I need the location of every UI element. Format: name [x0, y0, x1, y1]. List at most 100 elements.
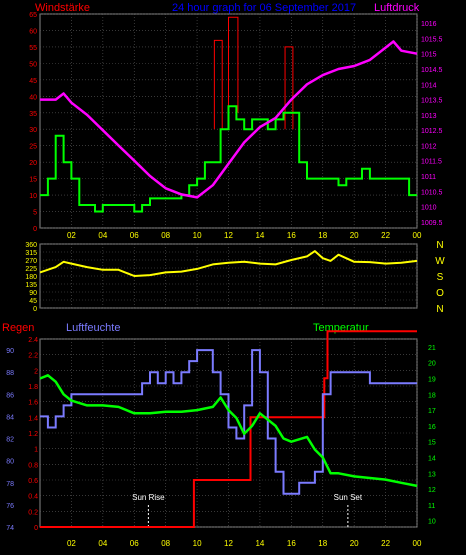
time-tick-label: 10 [193, 539, 202, 548]
temperature-tick-label: 10 [428, 519, 436, 526]
humidity-tick-label: 76 [6, 503, 14, 510]
humidity-tick-label: 74 [6, 525, 14, 532]
pressure-tick-label: 1009.5 [421, 220, 443, 227]
pressure-series [40, 40, 418, 199]
humidity-tick-labels: 74 76 78 80 82 84 86 88 90 [6, 348, 14, 532]
temperature-tick-label: 15 [428, 440, 436, 447]
direction-tick-label: 90 [29, 290, 37, 297]
humidity-tick-label: 84 [6, 414, 14, 421]
sunset-label: Sun Set [334, 493, 363, 502]
time-tick-label: 20 [350, 539, 359, 548]
humidity-line [40, 349, 417, 495]
temperature-tick-label: 21 [428, 345, 436, 352]
pressure-tick-label: 1015 [421, 52, 437, 59]
rain-tick-label: 2 [34, 368, 38, 375]
time-tick-label: 14 [255, 539, 264, 548]
temperature-tick-label: 19 [428, 376, 436, 383]
humidity-axis-label: Luftfeuchte [66, 322, 120, 334]
rain-tick-label: 1.4 [28, 415, 38, 422]
rain-tick-label: 0.2 [28, 509, 38, 516]
time-tick-label: 08 [161, 539, 170, 548]
panel3-grid [40, 338, 418, 528]
direction-tick-label: 270 [25, 258, 37, 265]
wind-tick-label: 40 [29, 94, 37, 101]
time-tick-label: 12 [224, 539, 233, 548]
panel-rain-humidity-temperature: Regen Luftfeuchte Temperatur 00.20.40.60… [2, 322, 436, 548]
wind-axis-label: Windstärke [35, 2, 90, 14]
time-tick-label: 04 [98, 231, 107, 240]
pressure-line [40, 40, 418, 199]
rain-tick-label: 2.2 [28, 353, 38, 360]
panel-wind-pressure: Windstärke 24 hour graph for 06 Septembe… [29, 2, 442, 240]
gust-bar [228, 16, 239, 113]
time-tick-label: 00 [413, 539, 422, 548]
wind-tick-label: 30 [29, 127, 37, 134]
wind-tick-label: 25 [29, 144, 37, 151]
rain-tick-label: 0.4 [28, 494, 38, 501]
time-tick-label: 22 [381, 231, 390, 240]
time-tick-label: 06 [130, 231, 139, 240]
wind-line [40, 105, 417, 213]
wind-tick-label: 65 [29, 12, 37, 19]
time-tick-label: 18 [318, 539, 327, 548]
time-tick-label: 20 [350, 231, 359, 240]
pressure-tick-label: 1013 [421, 113, 437, 120]
pressure-tick-label: 1012.5 [421, 128, 443, 135]
temperature-tick-label: 17 [428, 408, 436, 415]
rain-axis-label: Regen [2, 322, 34, 334]
wind-tick-label: 15 [29, 177, 37, 184]
time-tick-label: 00 [413, 231, 422, 240]
direction-tick-label: 225 [25, 266, 37, 273]
time-tick-label: 02 [67, 231, 76, 240]
gust-series [213, 16, 294, 130]
rain-tick-label: 1 [34, 447, 38, 454]
time-tick-label: 08 [161, 231, 170, 240]
direction-line [39, 250, 418, 277]
rain-tick-label: 1.6 [28, 400, 38, 407]
pressure-tick-label: 1010.5 [421, 189, 443, 196]
rain-tick-label: 0 [34, 525, 38, 532]
temperature-series [39, 374, 418, 488]
humidity-tick-label: 86 [6, 392, 14, 399]
time-tick-label: 10 [193, 231, 202, 240]
humidity-tick-label: 80 [6, 459, 14, 466]
compass-letter: S [437, 272, 444, 283]
time-tick-label: 02 [67, 539, 76, 548]
humidity-tick-label: 78 [6, 481, 14, 488]
pressure-tick-label: 1014 [421, 82, 437, 89]
time-tick-label: 04 [98, 539, 107, 548]
direction-tick-label: 45 [29, 298, 37, 305]
temperature-tick-label: 18 [428, 392, 436, 399]
direction-series [39, 250, 418, 277]
temperature-tick-label: 13 [428, 471, 436, 478]
time-tick-label: 16 [287, 231, 296, 240]
pressure-tick-label: 1011.5 [421, 159, 442, 166]
pressure-tick-label: 1010 [421, 205, 437, 212]
rain-tick-label: 0.6 [28, 478, 38, 485]
pressure-tick-labels: 1009.5 1010 1010.5 1011 1011.5 1012 1012.5 1013… [421, 21, 443, 227]
temperature-tick-label: 16 [428, 424, 436, 431]
wind-tick-labels: 0 5 10 15 20 25 30 35 40 45 50 55 60 65 [29, 12, 37, 233]
wind-series [40, 105, 417, 213]
humidity-series [40, 349, 417, 495]
wind-tick-label: 50 [29, 61, 37, 68]
wind-tick-label: 5 [33, 210, 37, 217]
gust-bar [213, 39, 223, 130]
rain-line [40, 330, 417, 528]
wind-tick-label: 10 [29, 193, 37, 200]
wind-tick-label: 35 [29, 111, 37, 118]
wind-tick-label: 60 [29, 28, 37, 35]
pressure-tick-label: 1014.5 [421, 67, 443, 74]
temperature-tick-label: 11 [428, 503, 435, 510]
chart-title: 24 hour graph for 06 September 2017 [172, 2, 356, 14]
pressure-tick-label: 1016 [421, 21, 437, 28]
panel3-time-labels: 02 04 06 08 10 12 14 16 18 20 22 00 [67, 539, 422, 548]
direction-tick-label: 135 [25, 282, 37, 289]
rain-tick-label: 0.8 [28, 462, 38, 469]
rain-tick-label: 2.4 [28, 337, 38, 344]
pressure-axis-label: Luftdruck [374, 2, 420, 14]
